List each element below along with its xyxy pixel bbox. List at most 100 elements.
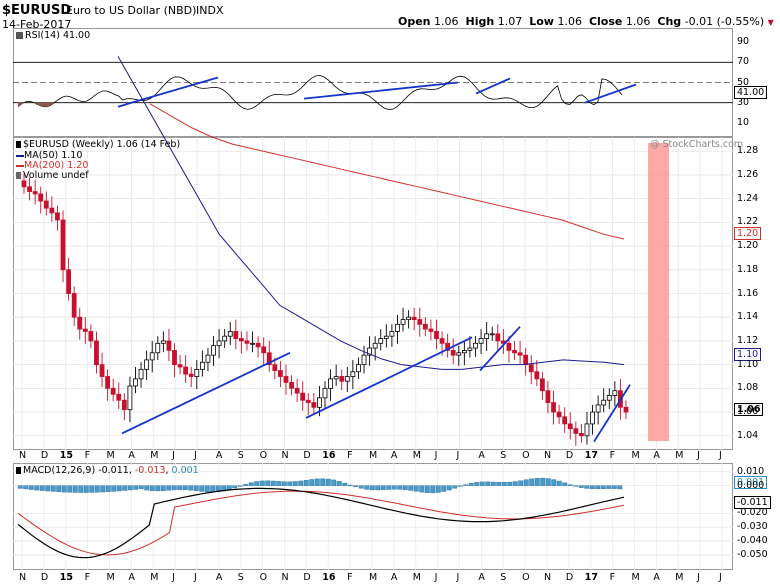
- macd-histogram-bar: [419, 485, 425, 493]
- macd-histogram-bar: [380, 485, 386, 490]
- candle-down: [244, 340, 250, 344]
- volume-legend-text: Volume undef: [23, 170, 89, 181]
- candle-down: [66, 269, 71, 294]
- macd-histogram-bar: [446, 485, 452, 491]
- candle-down: [528, 364, 534, 373]
- description: Euro to US Dollar (NBD): [66, 4, 197, 17]
- macd-histogram-bar: [122, 485, 128, 491]
- macd-histogram-bar: [34, 485, 40, 491]
- macd-histogram-bar: [171, 485, 177, 491]
- candle-up: [400, 319, 406, 325]
- macd-legend-macd: -0.011: [98, 465, 129, 476]
- candle-up: [456, 352, 462, 356]
- candle-down: [94, 340, 99, 366]
- candle-down: [27, 186, 32, 192]
- x-axis-label-top: M: [369, 450, 378, 461]
- macd-tick-label: -0.040: [737, 535, 768, 547]
- price-tick-label: 1.22: [737, 216, 759, 228]
- candle-down: [99, 364, 105, 377]
- macd-histogram-bar: [441, 485, 447, 492]
- macd-histogram-bar: [248, 482, 254, 486]
- price-trendline: [121, 351, 291, 435]
- macd-histogram-bar: [512, 481, 518, 486]
- macd-legend-signal: -0.013: [134, 465, 166, 476]
- candle-up: [328, 378, 333, 389]
- x-axis-label-top: 16: [322, 450, 336, 461]
- candle-down: [261, 346, 267, 354]
- candle-down: [339, 376, 345, 382]
- macd-histogram-bar: [551, 479, 557, 486]
- x-axis-label-bottom: D: [40, 572, 49, 583]
- candle-down: [495, 333, 501, 342]
- x-axis-label-top: O: [522, 450, 530, 461]
- candle-up: [350, 371, 356, 377]
- symbol: $EURUSD: [2, 3, 72, 18]
- price-tick-label: 1.10: [737, 358, 759, 370]
- macd-histogram-bar: [562, 482, 568, 486]
- macd-histogram-bar: [23, 485, 29, 490]
- open-value: 1.06: [434, 15, 459, 28]
- macd-histogram-bar: [430, 485, 436, 494]
- macd-histogram-bar: [276, 481, 282, 486]
- rsi-value-tag: 41.00: [734, 86, 768, 99]
- candle-up: [144, 359, 150, 370]
- volume-legend: Volume undef: [16, 171, 89, 181]
- macd-histogram-bar: [375, 485, 381, 491]
- candle-up: [356, 364, 361, 373]
- price-tick-label: 1.20: [737, 240, 759, 252]
- candle-down: [300, 392, 306, 401]
- x-axis-label-bottom: F: [84, 572, 91, 583]
- candle-down: [556, 411, 562, 418]
- x-axis-label-top: J: [697, 450, 700, 461]
- x-axis-label-bottom: A: [215, 572, 223, 583]
- macd-histogram-bar: [160, 485, 166, 491]
- macd-histogram-bar: [94, 485, 100, 493]
- x-axis-label-top: N: [544, 450, 552, 461]
- x-axis-label-bottom: M: [412, 572, 421, 583]
- x-axis-label-top: S: [237, 450, 244, 461]
- macd-histogram-bar: [556, 480, 562, 486]
- candle-down: [21, 180, 27, 188]
- x-axis-label-bottom: M: [369, 572, 378, 583]
- x-axis-label-bottom: O: [259, 572, 268, 583]
- macd-histogram-bar: [573, 485, 579, 487]
- macd-histogram-bar: [188, 485, 194, 491]
- macd-histogram-bar: [457, 485, 463, 487]
- macd-histogram-bar: [204, 485, 210, 493]
- candle-down: [517, 352, 523, 356]
- macd-histogram-bar: [391, 485, 397, 490]
- low-label: Low: [529, 15, 554, 28]
- candle-down: [534, 371, 540, 380]
- macd-value-tag: -0.011: [734, 496, 771, 509]
- x-axis-label-top: A: [653, 450, 660, 461]
- x-axis-label-bottom: N: [19, 572, 27, 583]
- macd-histogram-bar: [606, 485, 612, 489]
- macd-histogram-bar: [281, 481, 287, 486]
- macd-tick-label: -0.050: [737, 548, 768, 560]
- x-axis-label-top: D: [565, 450, 574, 461]
- x-axis-label-bottom: O: [522, 572, 530, 583]
- macd-tick-label: -0.020: [737, 507, 768, 519]
- macd-histogram-bar: [287, 481, 293, 486]
- ohlc-line: Open 1.06 High 1.07 Low 1.06 Close 1.06 …: [398, 16, 774, 29]
- macd-histogram-bar: [298, 480, 304, 486]
- x-axis-label-top: J: [719, 450, 722, 461]
- candle-down: [506, 342, 512, 351]
- candle-down: [166, 340, 172, 351]
- macd-line: [17, 487, 625, 559]
- candle-down: [450, 350, 456, 356]
- x-axis-label-top: A: [478, 450, 485, 461]
- ma50-tag: 1.10: [734, 348, 762, 361]
- macd-histogram-bar: [468, 483, 474, 486]
- candle-down: [512, 350, 517, 354]
- exchange: INDX: [196, 4, 224, 17]
- macd-histogram-bar: [83, 485, 89, 493]
- macd-histogram-bar: [226, 485, 232, 490]
- macd-histogram-bar: [490, 481, 496, 486]
- rsi-tick-label: 10: [737, 116, 750, 128]
- rsi-tick-label: 30: [737, 96, 750, 108]
- price-trendline: [593, 384, 631, 443]
- candle-up: [389, 331, 395, 337]
- x-axis-label-bottom: J: [697, 572, 700, 583]
- macd-histogram-bar: [155, 485, 161, 492]
